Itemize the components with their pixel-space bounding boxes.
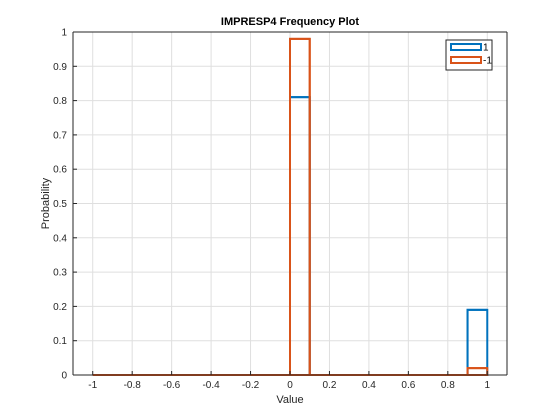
legend-swatch [450,56,482,64]
x-tick-label: -0.2 [242,380,260,391]
x-tick-label: 0 [287,380,293,391]
chart-title: IMPRESP4 Frequency Plot [221,16,359,28]
ticks: -1 -0.8 -0.6 -0.4 -0.2 0 0.2 0.4 0.6 0.8 1 0 0.1 0.2 0… [53,28,490,392]
x-tick-label: 0.6 [401,380,415,391]
x-tick-label: 0.8 [441,380,455,391]
y-tick-label: 1 [61,28,67,39]
x-tick-label: -0.8 [124,380,142,391]
x-tick-label: 1 [484,380,490,391]
x-tick-label: 0.4 [362,380,376,391]
y-tick-label: 0.3 [53,268,67,279]
legend-entry-label: 1 [483,43,489,54]
y-tick-label: 0.6 [53,165,67,176]
y-tick-label: 0.9 [53,62,67,73]
y-tick-label: 0.4 [53,233,67,244]
y-tick-label: 0.5 [53,199,67,210]
legend[interactable]: 1-1 [445,39,493,71]
legend-swatch [450,43,482,51]
y-tick-label: 0 [61,371,67,382]
x-axis-label: Value [276,394,303,406]
y-tick-label: 0.7 [53,130,67,141]
legend-entry-label: -1 [483,56,492,67]
x-tick-label: 0.2 [323,380,337,391]
y-axis-label: Probability [40,177,52,229]
y-tick-label: 0.8 [53,96,67,107]
x-tick-label: -0.6 [163,380,181,391]
x-tick-label: -1 [88,380,97,391]
y-tick-label: 0.1 [53,336,67,347]
y-tick-label: 0.2 [53,302,67,313]
x-tick-label: -0.4 [202,380,220,391]
